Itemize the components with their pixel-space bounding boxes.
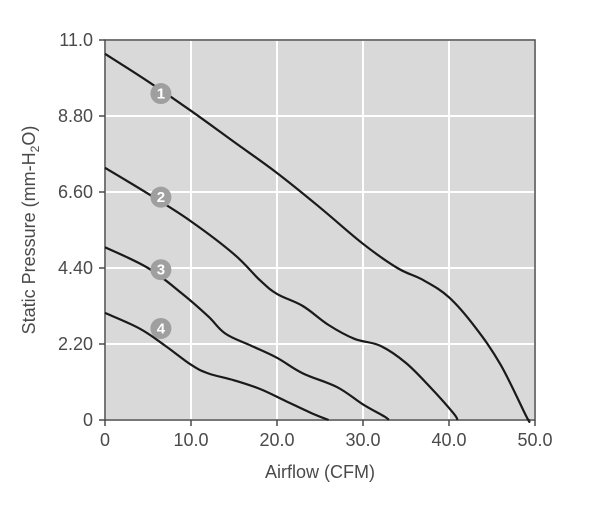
x-tick-label: 20.0	[259, 430, 294, 450]
marker-label-2: 2	[157, 189, 165, 206]
y-tick-label: 4.40	[58, 258, 93, 278]
x-tick-label: 40.0	[431, 430, 466, 450]
x-tick-label: 50.0	[517, 430, 552, 450]
y-tick-label: 0	[83, 410, 93, 430]
y-tick-label: 2.20	[58, 334, 93, 354]
fan-curve-chart: 1 2 3 4 0 10.0 20.0 30.0 40.0 50.0 0 2.20 4.40 6.60 8.…	[0, 0, 598, 523]
curve-marker-1: 1	[150, 83, 171, 104]
x-tick-label: 30.0	[345, 430, 380, 450]
x-tick-label: 10.0	[173, 430, 208, 450]
y-tick-label: 6.60	[58, 182, 93, 202]
y-tick-label: 11.0	[59, 30, 93, 50]
x-tick-label: 0	[100, 430, 110, 450]
curve-marker-3: 3	[150, 259, 171, 280]
marker-label-4: 4	[157, 320, 166, 337]
y-tick-label: 8.80	[58, 106, 93, 126]
marker-label-1: 1	[157, 86, 165, 103]
x-axis-label: Airflow (CFM)	[265, 462, 375, 482]
chart-svg: 1 2 3 4 0 10.0 20.0 30.0 40.0 50.0 0 2.20 4.40 6.60 8.…	[0, 0, 598, 523]
y-axis-label: Static Pressure (mm-H2O)	[19, 126, 42, 335]
curve-marker-2: 2	[150, 187, 171, 208]
svg-text:Static Pressure (mm-H2O): Static Pressure (mm-H2O)	[19, 126, 42, 335]
marker-label-3: 3	[157, 262, 165, 279]
curve-marker-4: 4	[150, 318, 171, 339]
